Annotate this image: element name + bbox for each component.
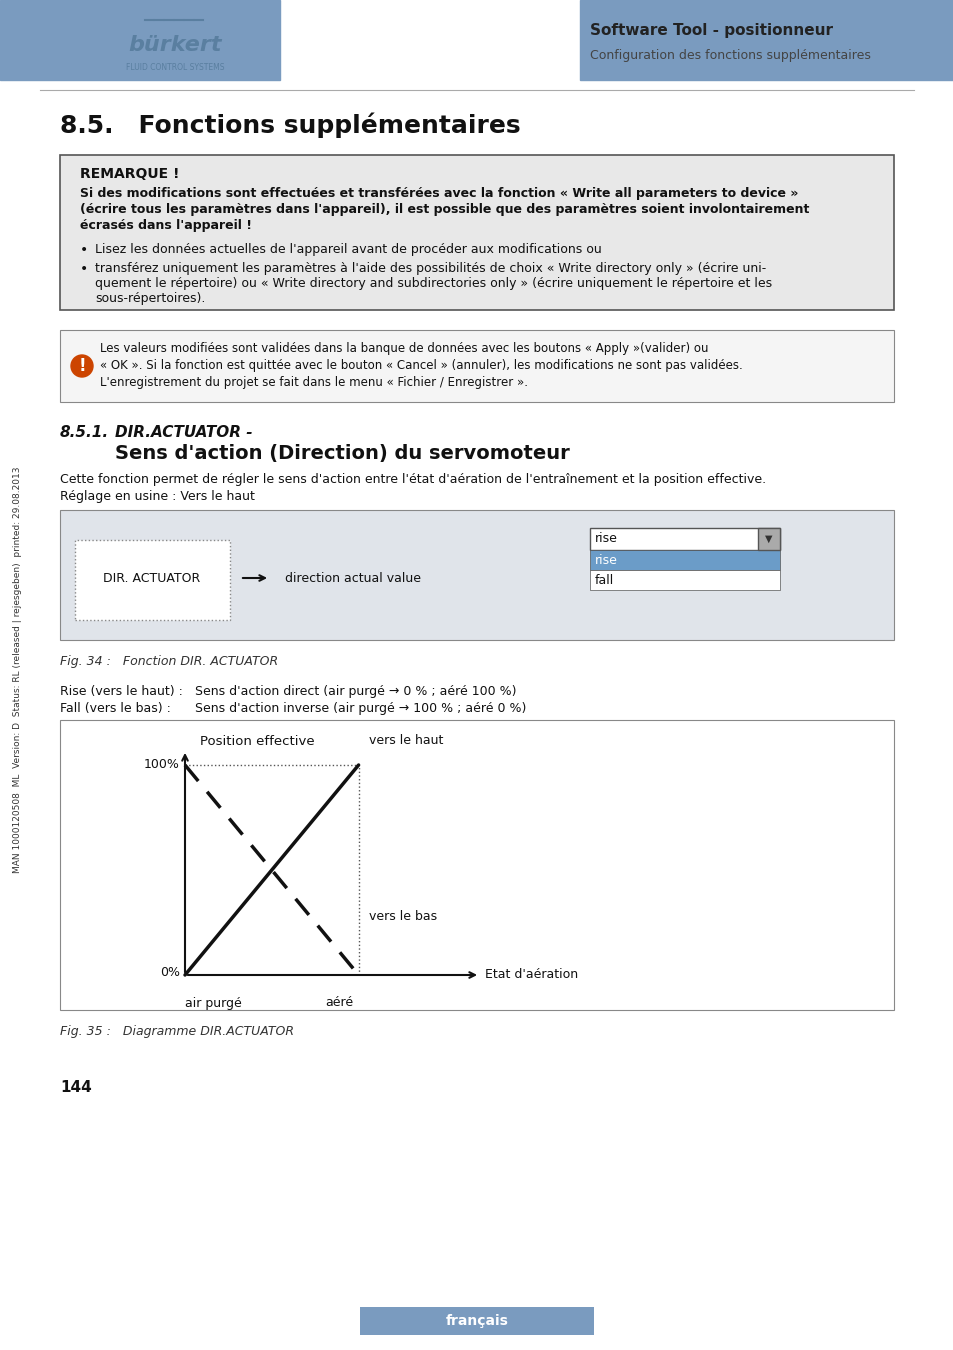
Text: vers le bas: vers le bas [368, 910, 436, 922]
Text: bürkert: bürkert [128, 35, 221, 55]
Text: Fall (vers le bas) :: Fall (vers le bas) : [60, 702, 171, 716]
Text: Position effective: Position effective [200, 734, 314, 748]
Text: FLUID CONTROL SYSTEMS: FLUID CONTROL SYSTEMS [126, 62, 224, 72]
Text: Réglage en usine : Vers le haut: Réglage en usine : Vers le haut [60, 490, 254, 504]
Bar [589, 570, 780, 590]
Text: direction actual value: direction actual value [285, 571, 420, 585]
Text: L'enregistrement du projet se fait dans le menu « Fichier / Enregistrer ».: L'enregistrement du projet se fait dans … [100, 377, 527, 389]
Text: air purgé: air purgé [185, 996, 241, 1010]
Text: Si des modifications sont effectuées et transférées avec la fonction « Write all: Si des modifications sont effectuées et … [80, 188, 798, 200]
Text: 8.5.1.: 8.5.1. [60, 425, 109, 440]
Text: •: • [80, 262, 89, 275]
Text: •: • [80, 243, 89, 256]
Text: Sens d'action direct (air purgé → 0 % ; aéré 100 %): Sens d'action direct (air purgé → 0 % ; … [194, 684, 516, 698]
Text: « OK ». Si la fonction est quittée avec le bouton « Cancel » (annuler), les modi: « OK ». Si la fonction est quittée avec … [100, 359, 742, 373]
Bar [589, 549, 780, 570]
Text: REMARQUE !: REMARQUE ! [80, 167, 179, 181]
Text: Fig. 35 :   Diagramme DIR.ACTUATOR: Fig. 35 : Diagramme DIR.ACTUATOR [60, 1025, 294, 1038]
Bar [579, 0, 953, 80]
Bar [60, 720, 893, 1010]
Bar [359, 1307, 594, 1335]
Text: sous-répertoires).: sous-répertoires). [95, 292, 205, 305]
Text: Rise (vers le haut) :: Rise (vers le haut) : [60, 684, 183, 698]
Text: DIR. ACTUATOR: DIR. ACTUATOR [103, 571, 200, 585]
Text: rise: rise [595, 532, 618, 545]
Bar [589, 528, 780, 549]
Text: Etat d'aération: Etat d'aération [484, 968, 578, 981]
Bar [60, 155, 893, 310]
Text: 144: 144 [60, 1080, 91, 1095]
Text: français: français [445, 1314, 508, 1328]
Text: 8.5. Fonctions supplémentaires: 8.5. Fonctions supplémentaires [60, 112, 520, 138]
Text: !: ! [78, 356, 86, 375]
Text: Sens d'action (Direction) du servomoteur: Sens d'action (Direction) du servomoteur [115, 444, 569, 463]
Text: (écrire tous les paramètres dans l'appareil), il est possible que des paramètres: (écrire tous les paramètres dans l'appar… [80, 202, 808, 216]
Text: fall: fall [595, 574, 614, 586]
Text: 100%: 100% [144, 759, 180, 771]
Text: Software Tool - positionneur: Software Tool - positionneur [589, 23, 832, 38]
Text: quement le répertoire) ou « Write directory and subdirectories only » (écrire un: quement le répertoire) ou « Write direct… [95, 277, 771, 290]
Text: Configuration des fonctions supplémentaires: Configuration des fonctions supplémentai… [589, 49, 870, 62]
Text: écrasés dans l'appareil !: écrasés dans l'appareil ! [80, 219, 252, 232]
Text: Les valeurs modifiées sont validées dans la banque de données avec les boutons «: Les valeurs modifiées sont validées dans… [100, 342, 708, 355]
Text: MAN 1000120508  ML  Version: D  Status: RL (released | rejesgeben)  printed: 29.: MAN 1000120508 ML Version: D Status: RL … [13, 467, 23, 873]
Text: DIR.ACTUATOR -: DIR.ACTUATOR - [115, 425, 253, 440]
Text: 0%: 0% [160, 967, 180, 980]
Bar [0, 0, 280, 80]
Text: aéré: aéré [325, 996, 353, 1010]
Text: Lisez les données actuelles de l'appareil avant de procéder aux modifications ou: Lisez les données actuelles de l'apparei… [95, 243, 601, 256]
Text: Sens d'action inverse (air purgé → 100 % ; aéré 0 %): Sens d'action inverse (air purgé → 100 %… [194, 702, 526, 716]
Bar [75, 540, 230, 620]
Bar [758, 528, 780, 549]
Text: Cette fonction permet de régler le sens d'action entre l'état d'aération de l'en: Cette fonction permet de régler le sens … [60, 472, 765, 486]
Text: vers le haut: vers le haut [368, 733, 442, 747]
Text: Fig. 34 :   Fonction DIR. ACTUATOR: Fig. 34 : Fonction DIR. ACTUATOR [60, 655, 278, 668]
Circle shape [71, 355, 92, 377]
Text: ▼: ▼ [764, 535, 772, 544]
Bar [60, 329, 893, 402]
Bar [60, 510, 893, 640]
Text: rise: rise [595, 554, 618, 567]
Text: transférez uniquement les paramètres à l'aide des possibilités de choix « Write : transférez uniquement les paramètres à l… [95, 262, 765, 275]
